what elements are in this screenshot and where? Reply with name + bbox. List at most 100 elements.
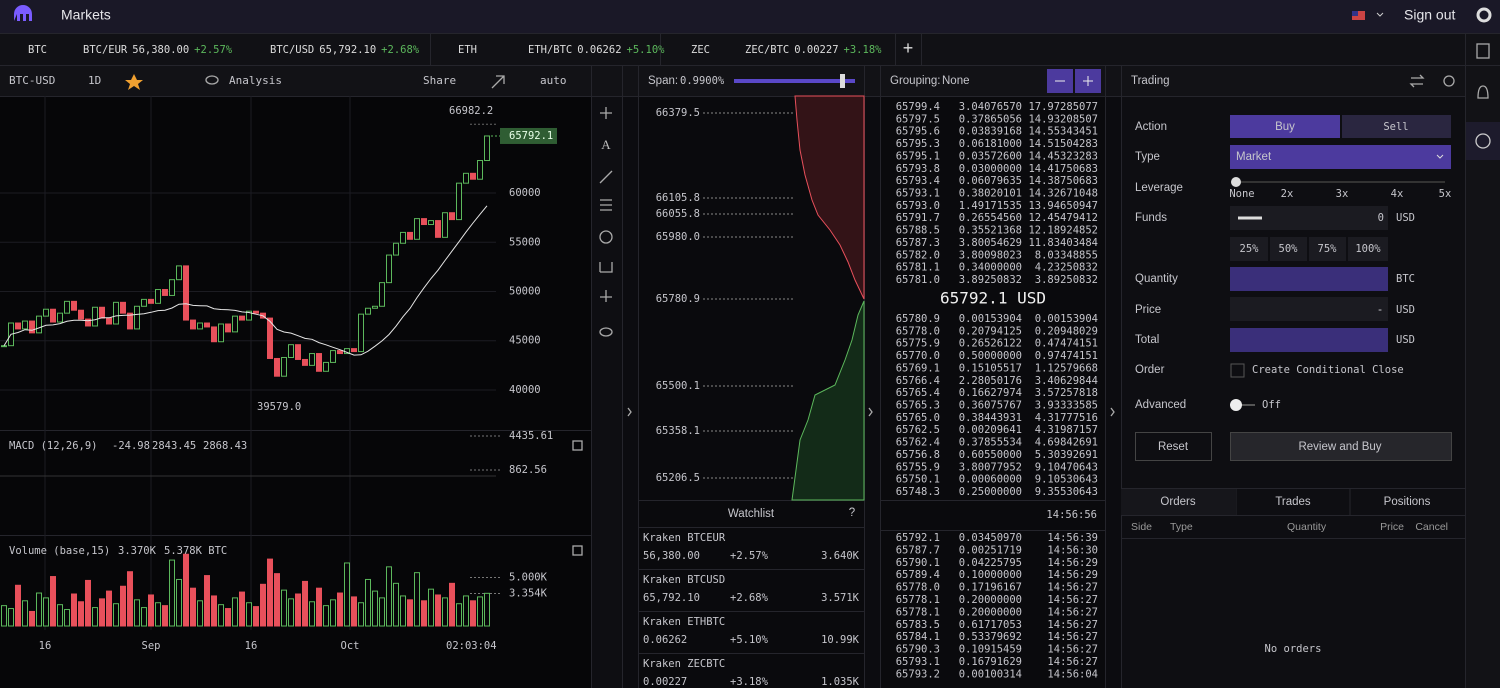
percent[interactable]: 100% — [1355, 243, 1381, 255]
settings-icon[interactable] — [1476, 7, 1492, 23]
total-input[interactable] — [1230, 328, 1388, 352]
toolbar-share[interactable]: Share — [423, 74, 456, 87]
review-button[interactable] — [1230, 432, 1452, 461]
orders-tab[interactable]: Positions — [1384, 496, 1431, 508]
pct-50[interactable] — [1270, 237, 1307, 261]
swap-icon[interactable] — [1409, 74, 1425, 88]
reset-label[interactable]: Reset — [1158, 441, 1189, 453]
trade-amount: 0.20000000 — [959, 594, 1022, 606]
watch-name[interactable]: Kraken ZECBTC — [643, 658, 725, 670]
collapse-arrows[interactable] — [627, 407, 1115, 417]
candle — [239, 315, 245, 321]
ask-price: 65791.7 — [896, 212, 940, 224]
move-tool[interactable] — [600, 290, 612, 302]
trading-settings[interactable] — [1443, 75, 1455, 87]
candle — [50, 308, 56, 323]
span-knob[interactable] — [840, 74, 845, 88]
bid-total: 3.93333585 — [1035, 400, 1098, 412]
orders-tab[interactable]: Trades — [1275, 496, 1311, 508]
toolbar-interval[interactable]: 1D — [88, 74, 101, 87]
toolbar-scale[interactable]: auto — [540, 74, 567, 87]
ticker[interactable]: ETH — [458, 44, 477, 56]
ticker-price: 0.06262 — [577, 44, 621, 56]
volume-bar — [36, 592, 42, 627]
text-tool[interactable]: A — [601, 137, 611, 152]
form-label: Price — [1135, 304, 1161, 316]
ticker[interactable]: ZEC/BTC 0.00227 +3.18% — [745, 44, 882, 56]
percent[interactable]: 50% — [1279, 243, 1299, 255]
expand-icon[interactable] — [491, 75, 505, 89]
candle — [43, 308, 49, 317]
percent[interactable]: 75% — [1318, 243, 1338, 255]
trade-amount: 0.17196167 — [959, 582, 1022, 594]
flag-canton — [1352, 11, 1358, 16]
depth-price: 66379.5 — [656, 107, 700, 119]
pct-100[interactable] — [1348, 237, 1388, 261]
review-label[interactable]: Review and Buy — [1298, 441, 1381, 453]
circle-tool[interactable] — [599, 230, 613, 244]
reset-button[interactable] — [1135, 432, 1212, 461]
side-trade[interactable] — [1475, 133, 1491, 149]
watch-name[interactable]: Kraken BTCEUR — [643, 532, 726, 544]
side-notes[interactable] — [1476, 43, 1490, 59]
fib-tool[interactable] — [600, 199, 612, 211]
visibility-tool[interactable] — [599, 327, 613, 337]
price-input[interactable] — [1230, 297, 1388, 321]
measure-tool[interactable] — [599, 262, 613, 273]
candle — [148, 298, 154, 304]
trade-time: 14:56:29 — [1047, 569, 1098, 581]
type-select[interactable] — [1230, 145, 1451, 169]
eye-icon[interactable] — [205, 75, 219, 85]
candle — [281, 356, 287, 377]
quantity-input[interactable] — [1230, 267, 1388, 291]
crosshair-tool[interactable] — [600, 107, 612, 119]
advanced-toggle[interactable] — [1230, 399, 1242, 411]
toolbar-pair[interactable]: BTC-USD — [9, 74, 55, 87]
sell-button[interactable] — [1342, 115, 1451, 138]
watch-name[interactable]: Kraken BTCUSD — [643, 574, 725, 586]
favorite[interactable] — [125, 74, 143, 90]
candle — [337, 350, 343, 355]
volume-bar — [260, 583, 266, 627]
line-tool[interactable] — [599, 170, 613, 184]
volume-title: Volume (base,15) — [9, 545, 110, 557]
pct-75[interactable] — [1309, 237, 1346, 261]
watch-name[interactable]: Kraken ETHBTC — [643, 616, 725, 628]
ticker[interactable]: ETH/BTC 0.06262 +5.10% — [528, 44, 665, 56]
candle — [113, 301, 119, 325]
ask-total: 12.18924852 — [1028, 225, 1098, 237]
x-tick-label: 02:03:04 — [446, 640, 497, 652]
ask-amount: 0.37865056 — [959, 113, 1022, 125]
group-signs — [1055, 76, 1093, 86]
ticker[interactable]: ZEC — [691, 44, 710, 56]
sign-out[interactable]: Sign out — [1404, 7, 1455, 23]
candle — [162, 289, 168, 296]
buy-button[interactable] — [1230, 115, 1340, 138]
ticker-change: +2.57% — [194, 44, 233, 56]
close-macd[interactable] — [572, 440, 583, 451]
ticker[interactable]: BTC/EUR 56,380.00 +2.57% — [83, 44, 233, 56]
percent[interactable]: 25% — [1240, 243, 1260, 255]
ticker[interactable]: BTC — [28, 44, 47, 56]
bid-amount: 0.25000000 — [959, 486, 1022, 498]
chevron[interactable] — [1376, 12, 1384, 17]
add-tab[interactable]: + — [903, 38, 914, 58]
leverage-step: 3x — [1336, 188, 1349, 200]
depth-price: 65780.9 — [656, 293, 700, 305]
candle — [484, 135, 490, 162]
conditional-checkbox[interactable] — [1230, 363, 1245, 378]
close-volume[interactable] — [572, 545, 583, 556]
volume-bar — [1, 605, 7, 627]
volume-bar — [477, 596, 483, 627]
candle — [288, 344, 294, 358]
candle — [400, 231, 406, 244]
side-alerts[interactable] — [1477, 85, 1489, 99]
pct-25[interactable] — [1230, 237, 1268, 261]
orders-tab[interactable]: Orders — [1160, 496, 1195, 508]
leverage-knob[interactable] — [1231, 177, 1241, 187]
grouping-label: Grouping: — [890, 75, 941, 87]
ticker[interactable]: BTC/USD 65,792.10 +2.68% — [270, 44, 420, 56]
trade-time: 14:56:27 — [1047, 644, 1098, 656]
bid-amount: 0.00153904 — [959, 313, 1022, 325]
toolbar-analysis[interactable]: Analysis — [229, 74, 282, 87]
